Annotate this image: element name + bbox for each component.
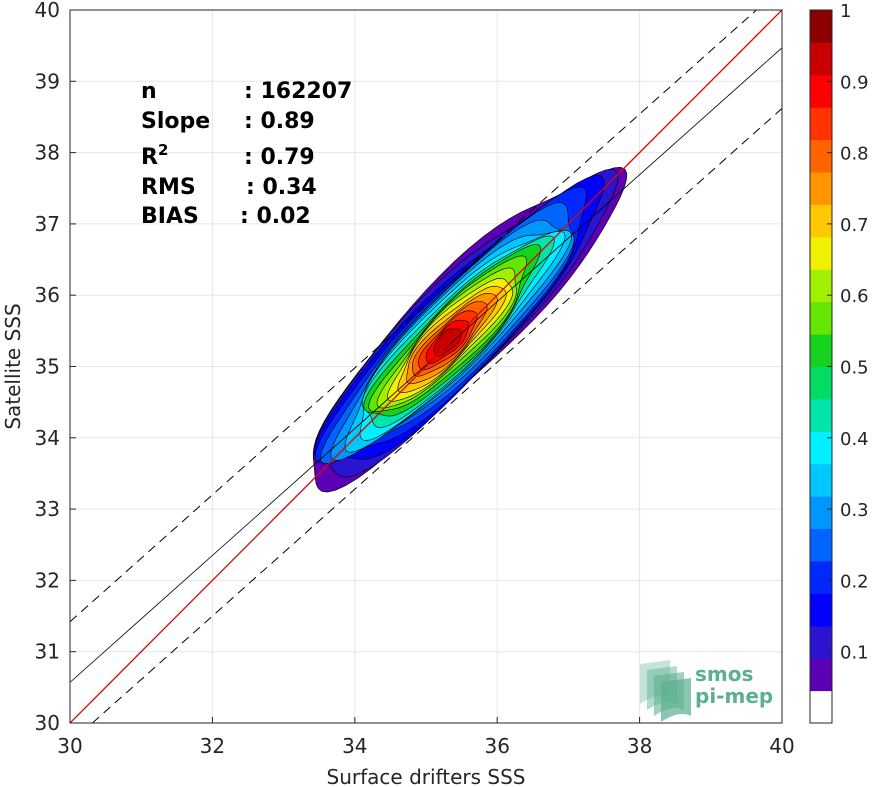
colorbar-segment (810, 398, 832, 432)
y-tick-label: 31 (35, 640, 60, 664)
colorbar-tick-label: 0.5 (840, 358, 869, 379)
colorbar-segment (810, 301, 832, 335)
colorbar-tick-label: 0.2 (840, 571, 869, 592)
colorbar-segment (810, 10, 832, 43)
y-axis-label: Satellite SSS (1, 303, 25, 429)
y-tick-label: 35 (35, 355, 60, 379)
y-tick-label: 33 (35, 497, 60, 521)
colorbar-segment (810, 236, 832, 270)
x-tick-label: 36 (484, 734, 509, 758)
y-tick-label: 39 (35, 69, 60, 93)
colorbar-tick-label: 0.9 (840, 72, 869, 93)
stat-n-value: : 162207 (244, 79, 352, 104)
stat-rms-label: RMS (141, 175, 196, 200)
plot-frame (69, 9, 783, 724)
y-tick-label: 32 (35, 568, 60, 592)
colorbar-segment (810, 463, 832, 497)
fit-lines (70, 10, 782, 723)
colorbar-segment (810, 269, 832, 303)
colorbar-segment (810, 74, 832, 108)
x-tick-label: 40 (769, 734, 794, 758)
colorbar-tick-label: 0.8 (840, 144, 869, 165)
colorbar-segment (810, 690, 832, 724)
stat-n-label: n (141, 79, 157, 104)
colorbar: 0.1 0.2 0.3 0.4 0.5 0.6 0.7 0.8 0.9 1 (809, 1, 869, 724)
stat-slope-value: : 0.89 (244, 109, 315, 134)
colorbar-tick-label: 0.4 (840, 429, 869, 450)
y-tick-label: 40 (35, 0, 60, 22)
x-tick-label: 32 (200, 734, 225, 758)
y-tick-label: 38 (35, 141, 60, 165)
colorbar-segment (810, 42, 832, 76)
statistics-box: n : 162207 Slope : 0.89 R2 : 0.79 RMS : … (141, 79, 352, 229)
lower-bound-line (91, 108, 782, 723)
stat-bias-value: : 0.02 (240, 204, 311, 229)
smos-pimep-logo: smos pi-mep (640, 660, 773, 722)
colorbar-segment (810, 139, 832, 173)
colorbar-segment (810, 625, 832, 659)
colorbar-segment (810, 172, 832, 205)
identity-line (70, 10, 782, 723)
colorbar-segment (810, 334, 832, 367)
stat-r2-base: R (141, 145, 158, 170)
stat-r2-label: R2 (141, 141, 168, 170)
stat-bias-label: BIAS (141, 204, 199, 229)
stat-r2-value: : 0.79 (244, 145, 315, 170)
colorbar-segment (810, 560, 832, 594)
colorbar-segment (810, 593, 832, 627)
y-tick-label: 36 (35, 283, 60, 307)
logo-wave-layer (661, 678, 691, 722)
colorbar-tick-label: 1 (840, 1, 851, 22)
regression-line (70, 47, 782, 683)
logo-text-smos: smos (695, 662, 753, 686)
colorbar-segment (810, 431, 832, 465)
logo-text-pimep: pi-mep (695, 684, 773, 708)
upper-bound-line (70, 10, 758, 623)
colorbar-segment (810, 204, 832, 238)
x-tick-label: 30 (57, 734, 82, 758)
y-tick-label: 37 (35, 212, 60, 236)
y-tick-labels: 30 31 32 33 34 35 36 37 38 39 40 (35, 0, 60, 735)
colorbar-tick-label: 0.6 (840, 286, 869, 307)
colorbar-segment (810, 107, 832, 141)
colorbar-tick-label: 0.7 (840, 215, 869, 236)
stat-rms-value: : 0.34 (246, 175, 317, 200)
x-tick-labels: 30 32 34 36 38 40 (57, 734, 794, 758)
y-tick-label: 30 (35, 711, 60, 735)
y-tick-label: 34 (35, 426, 60, 450)
density-contour-level (433, 328, 462, 357)
colorbar-segment (810, 528, 832, 562)
x-tick-label: 38 (627, 734, 652, 758)
stat-r2-sup: 2 (158, 141, 168, 159)
colorbar-segment (810, 366, 832, 400)
stat-slope-label: Slope (141, 109, 210, 134)
colorbar-segment (810, 496, 832, 530)
colorbar-segment (810, 658, 832, 692)
x-tick-label: 34 (342, 734, 367, 758)
logo-mark-icon (640, 660, 691, 722)
colorbar-tick-label: 0.1 (840, 643, 869, 664)
x-axis-label: Surface drifters SSS (327, 765, 526, 787)
colorbar-tick-label: 0.3 (840, 500, 869, 521)
